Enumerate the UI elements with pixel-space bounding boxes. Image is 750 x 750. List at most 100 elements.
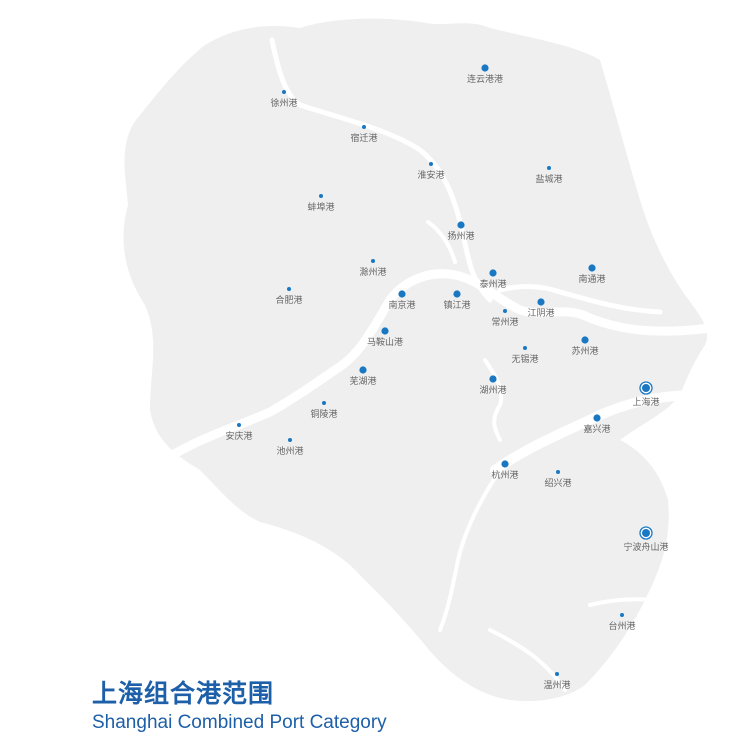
port-dot — [287, 287, 291, 291]
port-dot — [237, 423, 241, 427]
map-title: 上海组合港范围 — [92, 679, 275, 708]
port-label: 镇江港 — [443, 299, 470, 311]
port-label: 台州港 — [608, 620, 635, 632]
port-12: 镇江港 — [443, 290, 471, 311]
yangtze-branch — [497, 284, 663, 315]
port-dot — [523, 346, 527, 350]
port-label: 苏州港 — [571, 345, 598, 357]
waterways — [145, 37, 715, 692]
port-15: 马鞍山港 — [367, 327, 403, 348]
port-dot — [489, 375, 497, 383]
port-4: 盐城港 — [535, 166, 563, 185]
port-24: 池州港 — [276, 438, 304, 457]
port-dot — [429, 162, 433, 166]
port-label: 上海港 — [632, 396, 659, 408]
port-13: 常州港 — [491, 309, 519, 328]
port-label: 南通港 — [578, 273, 605, 285]
port-dot — [503, 309, 507, 313]
port-dot — [381, 327, 389, 335]
port-label: 合肥港 — [275, 294, 302, 306]
yangtze-river — [145, 269, 715, 475]
port-22: 安庆港 — [225, 423, 253, 442]
port-28: 台州港 — [608, 613, 636, 632]
port-14: 江阴港 — [527, 298, 555, 319]
coast-river-south — [488, 628, 567, 692]
port-label: 马鞍山港 — [367, 336, 403, 348]
port-dot — [620, 613, 624, 617]
port-1: 徐州港 — [270, 90, 298, 109]
port-23: 嘉兴港 — [583, 414, 611, 435]
port-label: 南京港 — [388, 299, 415, 311]
port-6: 扬州港 — [447, 221, 475, 242]
port-label: 铜陵港 — [310, 408, 337, 420]
port-label: 无锡港 — [511, 353, 538, 365]
port-label: 池州港 — [276, 445, 303, 457]
port-dot — [588, 264, 596, 272]
port-10: 南通港 — [578, 264, 606, 285]
port-20: 上海港 — [632, 381, 660, 408]
river-canal-west — [426, 220, 457, 264]
port-label: 常州港 — [491, 316, 518, 328]
port-label: 宁波舟山港 — [623, 541, 668, 553]
port-21: 铜陵港 — [310, 401, 338, 420]
port-18: 芜湖港 — [349, 366, 377, 387]
hangzhou-bay — [490, 390, 705, 475]
port-label: 芜湖港 — [349, 375, 376, 387]
port-dot — [359, 366, 367, 374]
port-dot — [288, 438, 292, 442]
port-label: 连云港港 — [467, 73, 503, 85]
port-16: 无锡港 — [511, 346, 539, 365]
port-27: 宁波舟山港 — [623, 526, 669, 553]
port-dot — [319, 194, 323, 198]
port-2: 宿迁港 — [350, 125, 378, 144]
port-label: 江阴港 — [527, 307, 554, 319]
port-label: 徐州港 — [270, 97, 297, 109]
port-dot — [501, 460, 509, 468]
map-subtitle: Shanghai Combined Port Category — [92, 712, 387, 733]
port-dot — [453, 290, 461, 298]
port-label: 温州港 — [543, 679, 570, 691]
port-25: 杭州港 — [491, 460, 519, 481]
port-9: 泰州港 — [479, 269, 507, 290]
port-label: 盐城港 — [535, 173, 562, 185]
port-label: 扬州港 — [447, 230, 474, 242]
land-region — [123, 18, 708, 702]
port-label: 杭州港 — [491, 469, 518, 481]
port-17: 苏州港 — [571, 336, 599, 357]
port-dot — [547, 166, 551, 170]
taihu-channel — [483, 358, 504, 442]
qiantang-river — [438, 468, 502, 632]
port-3: 淮安港 — [417, 162, 445, 181]
port-label: 嘉兴港 — [583, 423, 610, 435]
port-dot — [457, 221, 465, 229]
port-19: 湖州港 — [479, 375, 507, 396]
port-label: 泰州港 — [479, 278, 506, 290]
grand-canal — [269, 37, 493, 303]
port-11: 南京港 — [388, 290, 416, 311]
port-label: 宿迁港 — [350, 132, 377, 144]
port-dot — [642, 384, 650, 392]
port-dot — [481, 64, 489, 72]
port-29: 温州港 — [543, 672, 571, 691]
port-label: 蚌埠港 — [307, 201, 334, 213]
port-label: 绍兴港 — [544, 477, 571, 489]
coast-inlet-east — [588, 597, 662, 607]
port-dot — [642, 529, 650, 537]
port-label: 滁州港 — [359, 266, 386, 278]
port-26: 绍兴港 — [544, 470, 572, 489]
port-dot — [362, 125, 366, 129]
port-8: 合肥港 — [275, 287, 303, 306]
port-dot — [555, 672, 559, 676]
port-dot — [593, 414, 601, 422]
port-dot — [581, 336, 589, 344]
port-dot — [322, 401, 326, 405]
port-0: 连云港港 — [467, 64, 503, 85]
port-dot — [398, 290, 406, 298]
port-dot — [489, 269, 497, 277]
port-7: 滁州港 — [359, 259, 387, 278]
port-5: 蚌埠港 — [307, 194, 335, 213]
port-label: 淮安港 — [417, 169, 444, 181]
port-label: 安庆港 — [225, 430, 252, 442]
